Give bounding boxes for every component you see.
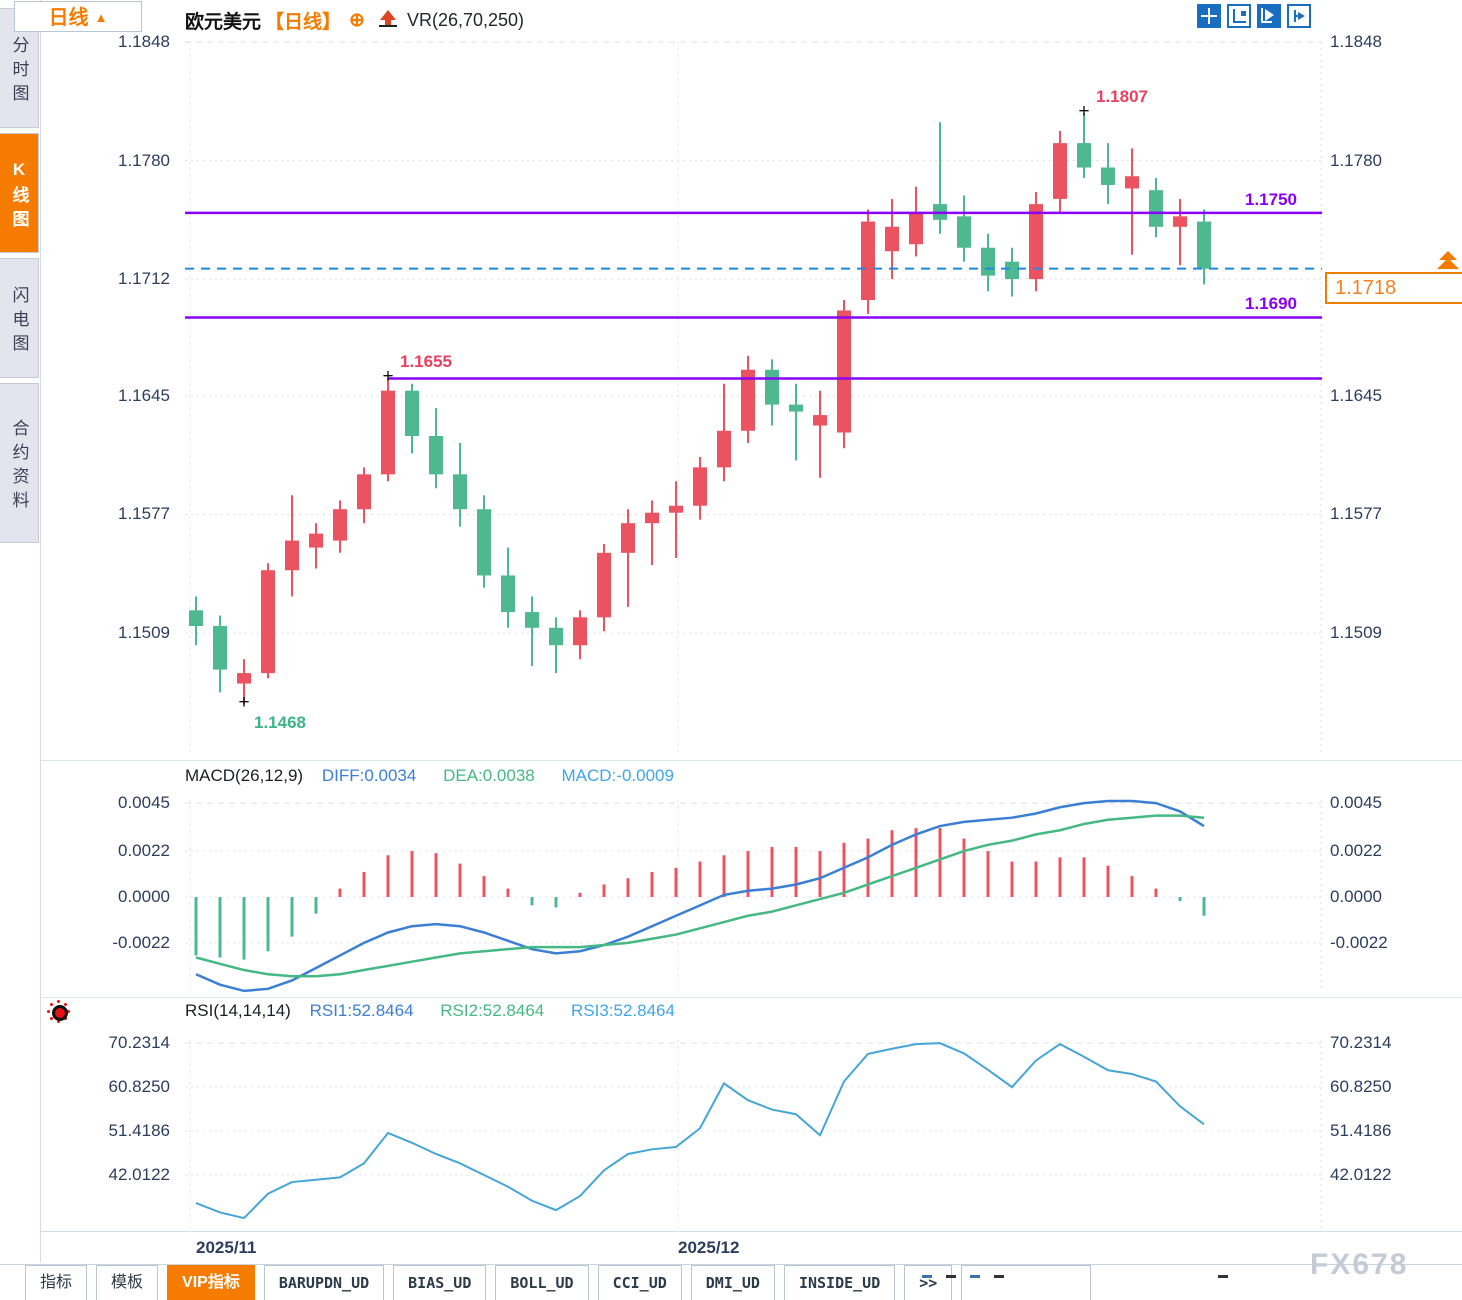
bottom-tab-vip[interactable]: VIP指标 [167,1265,255,1300]
indicator-formula[interactable]: VR(26,70,250) [406,9,525,30]
macd-y-axis-label-right: 0.0045 [1330,793,1382,813]
macd-y-axis-label-right: 0.0000 [1330,887,1382,906]
rsi-line [195,1042,1205,1220]
period-selector-button[interactable]: 日线 ▲ [14,1,142,32]
tabbar-dashes [922,1265,1018,1278]
price-up-arrows-icon [1437,251,1459,269]
main-y-axis-label-right: 1.1848 [1330,32,1382,51]
main-y-axis-label-right: 1.1645 [1330,385,1382,405]
macd-dea-value: DEA:0.0038 [443,766,535,785]
current-price-tag: 1.1718 [1325,272,1462,304]
indicator-tab-bar: 指标 模板 VIP指标 BARUPDN_UD BIAS_UD BOLL_UD CCI_UD D… [0,1264,1462,1300]
x-axis-label-2: 2025/12 [678,1238,740,1257]
rsi1-value: RSI1:52.8464 [309,1001,414,1020]
bottom-tab-cci_ud[interactable]: CCI_UD [597,1265,682,1300]
rsi-header: RSI(14,14,14) RSI1:52.8464 RSI2:52.8464 … [185,1001,675,1021]
macd-header: MACD(26,12,9) DIFF:0.0034 DEA:0.0038 MAC… [185,766,674,786]
auto-scale-icon[interactable] [1257,4,1281,28]
macd-y-axis-label-left: 0.0022 [118,841,170,861]
rsi-y-axis-label-left: 42.0122 [108,1164,170,1184]
level-label-1-1750: 1.1750 [1245,189,1297,209]
add-indicator-icon[interactable]: ⊕ [349,9,365,31]
axis-zoom-icon[interactable] [1227,4,1251,28]
price-extreme-marker: + [1078,101,1090,123]
rsi-formula[interactable]: RSI(14,14,14) [185,1001,291,1020]
tabbar-dash [1218,1265,1242,1278]
chart-header: 欧元美元 【日线】 ⊕ VR(26,70,250) [185,6,524,34]
annotation-1-1655: 1.1655 [400,352,452,372]
bottom-tab-[interactable]: 模板 [96,1265,159,1300]
chart-toolbar [1197,4,1311,28]
macd-y-axis-label-left: 0.0000 [118,887,170,906]
period-selector-label: 日线 [48,7,89,29]
bottom-tab->>[interactable]: >> [904,1265,953,1300]
candlestick-series [189,113,1211,705]
up-arrow-icon [378,10,397,30]
main-y-axis-label-right: 1.1780 [1330,150,1382,170]
rsi-y-axis-label-right: 51.4186 [1330,1120,1392,1140]
macd-macd-value: MACD:-0.0009 [561,766,674,785]
crosshair-pan-icon[interactable] [1197,4,1221,28]
bottom-tab-dmi_ud[interactable]: DMI_UD [690,1265,775,1300]
rsi-y-axis-label-left: 51.4186 [108,1120,170,1140]
main-y-axis-label-left: 1.1509 [118,622,170,642]
macd-y-axis-label-right: 0.0022 [1330,841,1382,861]
sun-alert-icon[interactable] [46,999,72,1025]
symbol-name: 欧元美元 [185,11,262,33]
watermark: FX678 [1310,1248,1409,1281]
main-y-axis-label-left: 1.1577 [118,504,170,524]
rsi-y-axis-label-right: 60.8250 [1330,1076,1392,1096]
page-forward-icon[interactable] [1287,4,1311,28]
annotation-1-1468: 1.1468 [254,713,306,733]
price-extreme-marker: + [238,692,250,714]
main-y-axis-label-left: 1.1848 [118,32,170,51]
macd-y-axis-label-left: 0.0045 [118,793,170,813]
rsi-y-axis-label-left: 70.2314 [108,1033,170,1052]
rsi-y-axis-label-right: 42.0122 [1330,1164,1392,1184]
period-tag[interactable]: 【日线】 [265,11,342,33]
x-axis-label-1: 2025/11 [196,1238,257,1257]
main-y-axis-label-left: 1.1645 [118,385,170,405]
panel-separator-1 [41,760,1462,761]
annotation-1-1807: 1.1807 [1096,87,1148,107]
rsi-y-axis-label-left: 60.8250 [108,1076,170,1096]
rsi3-value: RSI3:52.8464 [570,1001,675,1020]
level-label-1-1690: 1.1690 [1245,294,1297,314]
sidebar-tab-2[interactable]: K线图 [0,133,39,253]
triangle-up-icon: ▲ [94,10,108,25]
bottom-tab-inside_ud[interactable]: INSIDE_UD [783,1265,896,1300]
main-y-axis-label-right: 1.1577 [1330,504,1382,524]
chart-type-sidebar: 分时图 K线图 闪电图 合约资料 [0,0,41,1262]
main-y-axis-label-right: 1.1509 [1330,622,1382,642]
sidebar-tab-3[interactable]: 闪电图 [0,258,39,378]
support-resistance-lines [185,211,1322,380]
rsi-y-axis-label-right: 70.2314 [1330,1033,1392,1052]
sidebar-tab-4[interactable]: 合约资料 [0,383,39,543]
bottom-tab-boll_ud[interactable]: BOLL_UD [495,1265,589,1300]
price-extreme-marker: + [382,366,394,388]
panel-separator-2 [41,997,1462,998]
macd-y-axis-label-right: -0.0022 [1330,932,1388,952]
bottom-tab-barupdn_ud[interactable]: BARUPDN_UD [263,1265,385,1300]
macd-formula[interactable]: MACD(26,12,9) [185,766,304,785]
macd-y-axis-label-left: -0.0022 [112,932,170,952]
bottom-tab-bias_ud[interactable]: BIAS_UD [393,1265,487,1300]
x-axis-row: 2025/11 2025/12 [41,1231,1462,1265]
bottom-tab-empty[interactable] [961,1265,1092,1300]
main-gridlines [185,41,1322,1228]
main-y-axis-label-left: 1.1780 [118,150,170,170]
bottom-tab-[interactable]: 指标 [25,1265,88,1300]
macd-dea-line [195,814,1205,978]
macd-series [194,799,1206,993]
macd-diff-line [195,799,1205,993]
rsi2-value: RSI2:52.8464 [440,1001,545,1020]
main-y-axis-label-left: 1.1712 [118,269,170,289]
macd-diff-value: DIFF:0.0034 [321,766,417,785]
